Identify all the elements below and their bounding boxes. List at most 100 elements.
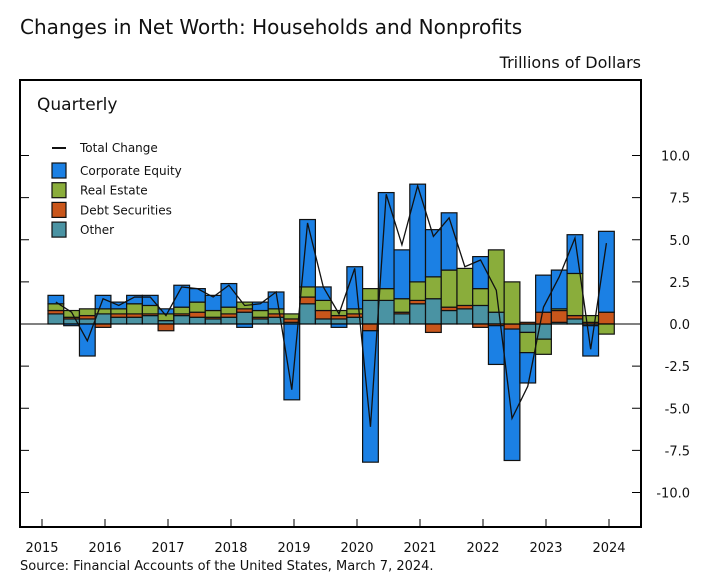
x-tick-label: 2021	[403, 541, 436, 556]
bar-other-2023Q2	[566, 318, 584, 325]
bar-other-2015Q4	[94, 313, 112, 325]
bar-other-2020Q1	[362, 299, 379, 325]
legend-label: Real Estate	[80, 184, 148, 198]
bar-real-estate-2017Q1	[173, 306, 191, 315]
bar-debt-securities-2015Q4	[94, 323, 112, 328]
bar-real-estate-2019Q2	[314, 299, 332, 312]
bar-real-estate-2020Q2	[377, 288, 395, 302]
y-tick-label: 10.0	[661, 150, 690, 165]
bar-real-estate-2016Q1	[110, 308, 128, 315]
y-tick-label: 2.5	[669, 276, 690, 291]
bar-other-2017Q4	[220, 316, 238, 325]
bar-real-estate-2020Q4	[409, 281, 427, 302]
y-tick-label: -10.0	[656, 487, 690, 502]
bar-debt-securities-2019Q1	[299, 296, 317, 305]
bar-real-estate-2020Q3	[393, 298, 411, 313]
bar-corporate-equity-2022Q3	[519, 352, 537, 384]
bar-real-estate-2022Q2	[503, 281, 521, 325]
bar-corporate-equity-2022Q2	[503, 328, 521, 462]
bar-debt-securities-2021Q4	[472, 323, 490, 328]
legend-label: Corporate Equity	[80, 164, 182, 178]
x-tick-label: 2019	[277, 541, 310, 556]
panel-label: Quarterly	[37, 95, 117, 115]
bar-other-2016Q1	[110, 316, 128, 325]
bar-other-2017Q2	[188, 316, 206, 325]
bar-other-2018Q2	[251, 318, 269, 325]
x-tick-label: 2015	[25, 541, 58, 556]
bar-corporate-equity-2018Q1	[236, 323, 254, 328]
bar-other-2019Q1	[299, 303, 317, 325]
bar-other-2017Q3	[204, 318, 222, 325]
bar-corporate-equity-2023Q4	[597, 230, 615, 313]
bar-real-estate-2017Q2	[188, 301, 206, 313]
total-change-line	[55, 183, 608, 427]
bar-other-2015Q3	[78, 318, 96, 325]
bar-debt-securities-2023Q1	[550, 309, 568, 323]
y-tick-label: 7.5	[669, 192, 690, 207]
bar-real-estate-2022Q1	[487, 249, 505, 313]
bar-corporate-equity-2019Q4	[346, 266, 364, 310]
bar-other-2021Q4	[472, 304, 490, 325]
x-tick-label: 2020	[340, 541, 373, 556]
x-tick-label: 2018	[214, 541, 247, 556]
bar-other-2020Q4	[409, 303, 427, 325]
bar-real-estate-2018Q3	[267, 308, 285, 315]
bar-other-2021Q1	[424, 298, 442, 325]
bar-other-2016Q3	[141, 314, 159, 325]
y-axis-label: Trillions of Dollars	[499, 53, 641, 72]
bar-debt-securities-2019Q2	[314, 309, 332, 320]
bar-real-estate-2019Q1	[299, 286, 317, 298]
x-tick-label: 2017	[151, 541, 184, 556]
bar-real-estate-2021Q2	[440, 269, 458, 308]
x-tick-label: 2016	[88, 541, 121, 556]
bar-other-2022Q3	[519, 323, 537, 334]
plot-frame	[19, 79, 642, 528]
y-tick-label: -2.5	[665, 360, 690, 375]
bar-debt-securities-2016Q4	[157, 323, 175, 332]
bar-real-estate-2016Q3	[141, 304, 159, 315]
bar-real-estate-2023Q3	[582, 314, 600, 323]
source-note: Source: Financial Accounts of the United…	[20, 559, 434, 574]
bar-other-2020Q3	[393, 313, 411, 325]
bar-other-2021Q3	[456, 308, 474, 325]
bar-real-estate-2018Q2	[251, 309, 269, 318]
bar-debt-securities-2022Q4	[535, 311, 552, 325]
bar-other-2020Q2	[377, 299, 395, 325]
y-tick-label: 0.0	[669, 318, 690, 333]
legend-swatch-real-estate	[51, 182, 67, 199]
legend-swatch-debt-securities	[51, 201, 67, 218]
bar-other-2016Q2	[126, 316, 143, 325]
x-tick-label: 2023	[529, 541, 562, 556]
bar-real-estate-2021Q3	[456, 267, 474, 307]
bar-corporate-equity-2019Q3	[330, 323, 348, 328]
bar-real-estate-2015Q3	[78, 308, 96, 317]
legend-label: Other	[80, 223, 114, 237]
y-tick-label: -5.0	[665, 402, 690, 417]
bar-debt-securities-2022Q2	[503, 323, 521, 330]
bar-corporate-equity-2015Q4	[94, 294, 112, 310]
bar-corporate-equity-2020Q3	[393, 249, 411, 300]
legend: Total Change Corporate Equity Real Estate…	[51, 141, 182, 238]
bar-corporate-equity-2020Q2	[377, 191, 395, 290]
bar-other-2021Q2	[440, 309, 458, 325]
bar-debt-securities-2020Q1	[362, 323, 379, 332]
bar-debt-securities-2017Q2	[188, 311, 206, 318]
bar-real-estate-2022Q4	[535, 338, 552, 355]
legend-label: Debt Securities	[80, 203, 172, 217]
bar-other-2017Q1	[173, 314, 191, 325]
bar-real-estate-2020Q1	[362, 288, 379, 302]
bar-corporate-equity-2019Q2	[314, 286, 332, 302]
bar-real-estate-2017Q4	[220, 306, 238, 315]
bar-corporate-equity-2023Q3	[582, 325, 600, 357]
bar-other-2018Q1	[236, 311, 254, 325]
y-tick-label: 5.0	[669, 234, 690, 249]
bar-corporate-equity-2021Q2	[440, 212, 458, 271]
bar-other-2019Q2	[314, 318, 332, 325]
bar-corporate-equity-2020Q4	[409, 183, 427, 283]
bar-real-estate-2015Q1	[47, 303, 65, 312]
x-tick-label: 2022	[466, 541, 499, 556]
chart-title: Changes in Net Worth: Households and Non…	[20, 15, 522, 39]
bar-corporate-equity-2017Q4	[220, 282, 238, 308]
bar-real-estate-2018Q4	[283, 313, 301, 320]
